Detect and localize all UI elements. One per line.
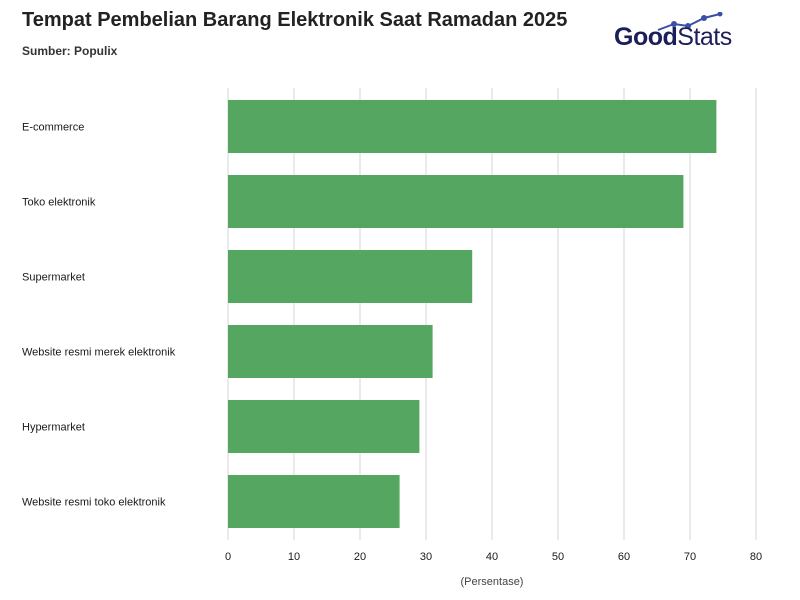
- x-tick-label-30: 30: [420, 551, 432, 563]
- x-tick-label-20: 20: [354, 551, 366, 563]
- bar-1: [228, 100, 717, 153]
- logo-wordmark: GoodStats: [614, 22, 732, 52]
- trend-line-icon: [657, 12, 723, 31]
- bar-4: [228, 325, 433, 378]
- goodstats-logo: GoodStats: [614, 12, 754, 56]
- category-label-4: Website resmi merek elektronik: [22, 347, 176, 359]
- x-tick-label-10: 10: [288, 551, 300, 563]
- x-tick-label-40: 40: [486, 551, 498, 563]
- x-axis-title: (Persentase): [461, 576, 524, 588]
- bar-6: [228, 475, 400, 528]
- chart-source: Sumber: Populix: [22, 44, 118, 58]
- bar-2: [228, 175, 684, 228]
- x-tick-label-60: 60: [618, 551, 630, 563]
- category-label-2: Toko elektronik: [22, 197, 96, 209]
- x-tick-label-0: 0: [225, 551, 231, 563]
- x-tick-label-50: 50: [552, 551, 564, 563]
- category-label-5: Hypermarket: [22, 422, 85, 434]
- category-label-3: Supermarket: [22, 272, 85, 284]
- category-label-1: E-commerce: [22, 122, 84, 134]
- category-label-6: Website resmi toko elektronik: [22, 497, 166, 509]
- bar-5: [228, 400, 420, 453]
- x-tick-label-70: 70: [684, 551, 696, 563]
- logo-word-good: Good: [614, 23, 678, 51]
- chart-title: Tempat Pembelian Barang Elektronik Saat …: [22, 9, 568, 31]
- x-tick-label-80: 80: [750, 551, 762, 563]
- bar-3: [228, 250, 473, 303]
- logo-word-stats: Stats: [677, 23, 732, 51]
